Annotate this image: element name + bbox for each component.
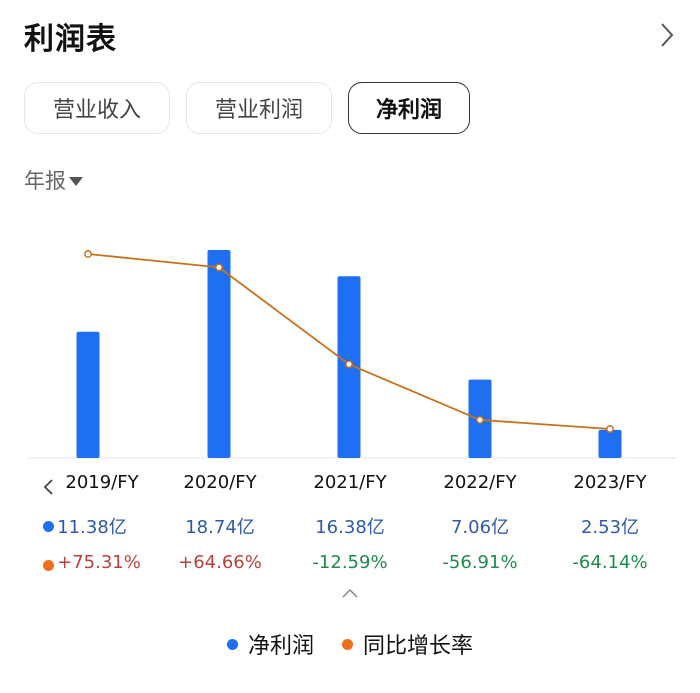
yoy-growth-value: -12.59%: [312, 552, 388, 573]
value-row: 11.38亿 18.74亿 16.38亿 7.06亿 2.53亿: [0, 513, 700, 543]
period-label: 年报: [24, 169, 66, 193]
legend-item-net-profit[interactable]: 净利润: [226, 628, 314, 660]
period-label: 2021/FY: [313, 472, 387, 493]
yoy-growth-value: -56.91%: [442, 552, 518, 573]
tab-revenue[interactable]: 营业收入: [24, 82, 170, 134]
yoy-growth-value: -64.14%: [572, 552, 648, 573]
chevron-left-icon[interactable]: [42, 478, 54, 496]
chart-area: [26, 250, 676, 459]
legend-dot-icon: [342, 638, 353, 650]
net-profit-value: 2.53亿: [580, 517, 640, 538]
period-dropdown[interactable]: 年报: [24, 165, 83, 195]
caret-down-icon: [69, 176, 83, 186]
line-point[interactable]: [476, 415, 484, 424]
tab-net-profit[interactable]: 净利润: [348, 82, 470, 134]
line-point[interactable]: [215, 263, 223, 272]
period-label: 2019/FY: [65, 472, 139, 493]
period-label: 2022/FY: [443, 472, 517, 493]
line-point[interactable]: [606, 425, 614, 433]
tab-label: 营业收入: [52, 98, 141, 123]
growth-row: +75.31% +64.66% -12.59% -56.91% -64.14%: [0, 552, 700, 582]
line-point[interactable]: [84, 250, 92, 258]
growth-dot-icon: [43, 560, 54, 571]
tab-operating-profit[interactable]: 营业利润: [186, 82, 332, 134]
period-label: 2020/FY: [183, 472, 257, 493]
net-profit-dot-icon: [43, 521, 54, 532]
chevron-up-icon[interactable]: [342, 588, 358, 598]
page-title: 利润表: [24, 22, 117, 57]
legend-label: 同比增长率: [363, 634, 474, 659]
legend-dot-icon: [226, 638, 238, 650]
bar-net-profit[interactable]: [76, 331, 100, 458]
period-row: 2019/FY 2020/FY 2021/FY 2022/FY 2023/FY: [0, 472, 700, 502]
net-profit-value: 11.38亿: [57, 517, 127, 538]
chart-legend: 净利润 同比增长率: [0, 628, 700, 660]
yoy-growth-value: +64.66%: [178, 552, 262, 573]
period-label: 2023/FY: [573, 472, 647, 493]
net-profit-value: 16.38亿: [315, 517, 385, 538]
bar-net-profit[interactable]: [598, 429, 622, 458]
tab-label: 净利润: [375, 98, 442, 123]
metric-tabs: 营业收入 营业利润 净利润: [24, 82, 470, 134]
tab-label: 营业利润: [214, 98, 303, 123]
legend-label: 净利润: [247, 634, 314, 659]
net-profit-value: 7.06亿: [450, 517, 510, 538]
legend-item-yoy-growth[interactable]: 同比增长率: [342, 628, 473, 660]
chevron-right-icon[interactable]: [660, 22, 674, 48]
line-point[interactable]: [345, 360, 353, 369]
net-profit-value: 18.74亿: [185, 517, 255, 538]
bar-net-profit[interactable]: [207, 250, 231, 458]
yoy-growth-value: +75.31%: [57, 552, 141, 573]
